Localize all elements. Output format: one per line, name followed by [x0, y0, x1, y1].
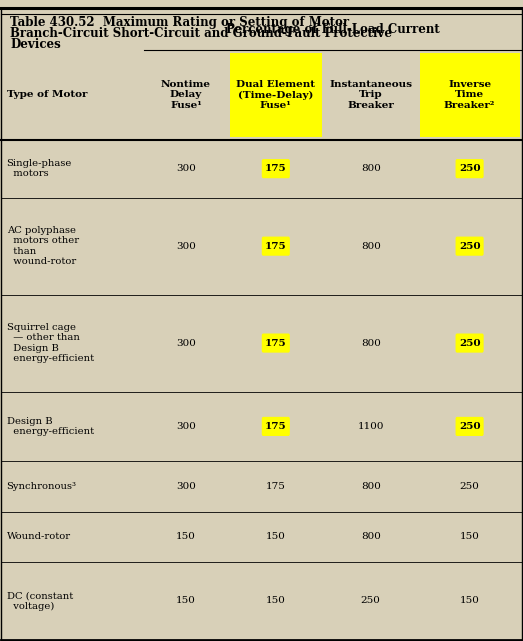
Text: Synchronous³: Synchronous³ — [7, 482, 76, 491]
Text: DC (constant
  voltage): DC (constant voltage) — [7, 591, 73, 611]
Text: 300: 300 — [176, 482, 196, 491]
Text: Branch-Circuit Short-Circuit and Ground-Fault Protective: Branch-Circuit Short-Circuit and Ground-… — [10, 27, 392, 40]
Text: 800: 800 — [361, 242, 381, 251]
Text: 800: 800 — [361, 338, 381, 347]
Text: 250: 250 — [460, 482, 480, 491]
Text: Instantaneous
Trip
Breaker: Instantaneous Trip Breaker — [329, 80, 412, 110]
Text: 800: 800 — [361, 164, 381, 173]
Text: Squirrel cage
  — other than
  Design B
  energy-efficient: Squirrel cage — other than Design B ener… — [7, 323, 94, 363]
FancyBboxPatch shape — [456, 159, 484, 178]
Text: 300: 300 — [176, 242, 196, 251]
Text: Design B
  energy-efficient: Design B energy-efficient — [7, 417, 94, 436]
Text: 800: 800 — [361, 533, 381, 542]
Text: Percentage of Full-Load Current: Percentage of Full-Load Current — [226, 22, 440, 36]
FancyBboxPatch shape — [262, 159, 290, 178]
Text: 250: 250 — [459, 242, 481, 251]
FancyBboxPatch shape — [262, 237, 290, 256]
Text: 300: 300 — [176, 338, 196, 347]
Text: 150: 150 — [460, 596, 480, 605]
Text: 1100: 1100 — [358, 422, 384, 431]
Text: 150: 150 — [266, 596, 286, 605]
Text: 175: 175 — [265, 164, 287, 173]
Text: 250: 250 — [459, 422, 481, 431]
Text: 175: 175 — [265, 422, 287, 431]
Text: Devices: Devices — [10, 38, 61, 51]
Text: 250: 250 — [361, 596, 381, 605]
Text: 150: 150 — [460, 533, 480, 542]
Text: 150: 150 — [176, 533, 196, 542]
Text: Inverse
Time
Breaker²: Inverse Time Breaker² — [444, 80, 495, 110]
Text: 150: 150 — [176, 596, 196, 605]
Text: 300: 300 — [176, 164, 196, 173]
Text: Dual Element
(Time-Delay)
Fuse¹: Dual Element (Time-Delay) Fuse¹ — [236, 80, 315, 110]
FancyBboxPatch shape — [230, 53, 322, 137]
Text: 300: 300 — [176, 422, 196, 431]
Text: 150: 150 — [266, 533, 286, 542]
FancyBboxPatch shape — [262, 417, 290, 436]
Text: 250: 250 — [459, 164, 481, 173]
FancyBboxPatch shape — [262, 333, 290, 353]
FancyBboxPatch shape — [456, 333, 484, 353]
Text: Table 430.52  Maximum Rating or Setting of Motor: Table 430.52 Maximum Rating or Setting o… — [10, 16, 349, 29]
FancyBboxPatch shape — [456, 417, 484, 436]
Text: AC polyphase
  motors other
  than
  wound-rotor: AC polyphase motors other than wound-rot… — [7, 226, 79, 266]
Text: 800: 800 — [361, 482, 381, 491]
Text: 250: 250 — [459, 338, 481, 347]
FancyBboxPatch shape — [456, 237, 484, 256]
Text: 175: 175 — [265, 338, 287, 347]
Text: 175: 175 — [266, 482, 286, 491]
Text: Type of Motor: Type of Motor — [7, 90, 87, 99]
Text: 175: 175 — [265, 242, 287, 251]
Text: Wound-rotor: Wound-rotor — [7, 533, 71, 542]
Text: Single-phase
  motors: Single-phase motors — [7, 159, 72, 178]
Text: Nontime
Delay
Fuse¹: Nontime Delay Fuse¹ — [161, 80, 211, 110]
FancyBboxPatch shape — [419, 53, 519, 137]
